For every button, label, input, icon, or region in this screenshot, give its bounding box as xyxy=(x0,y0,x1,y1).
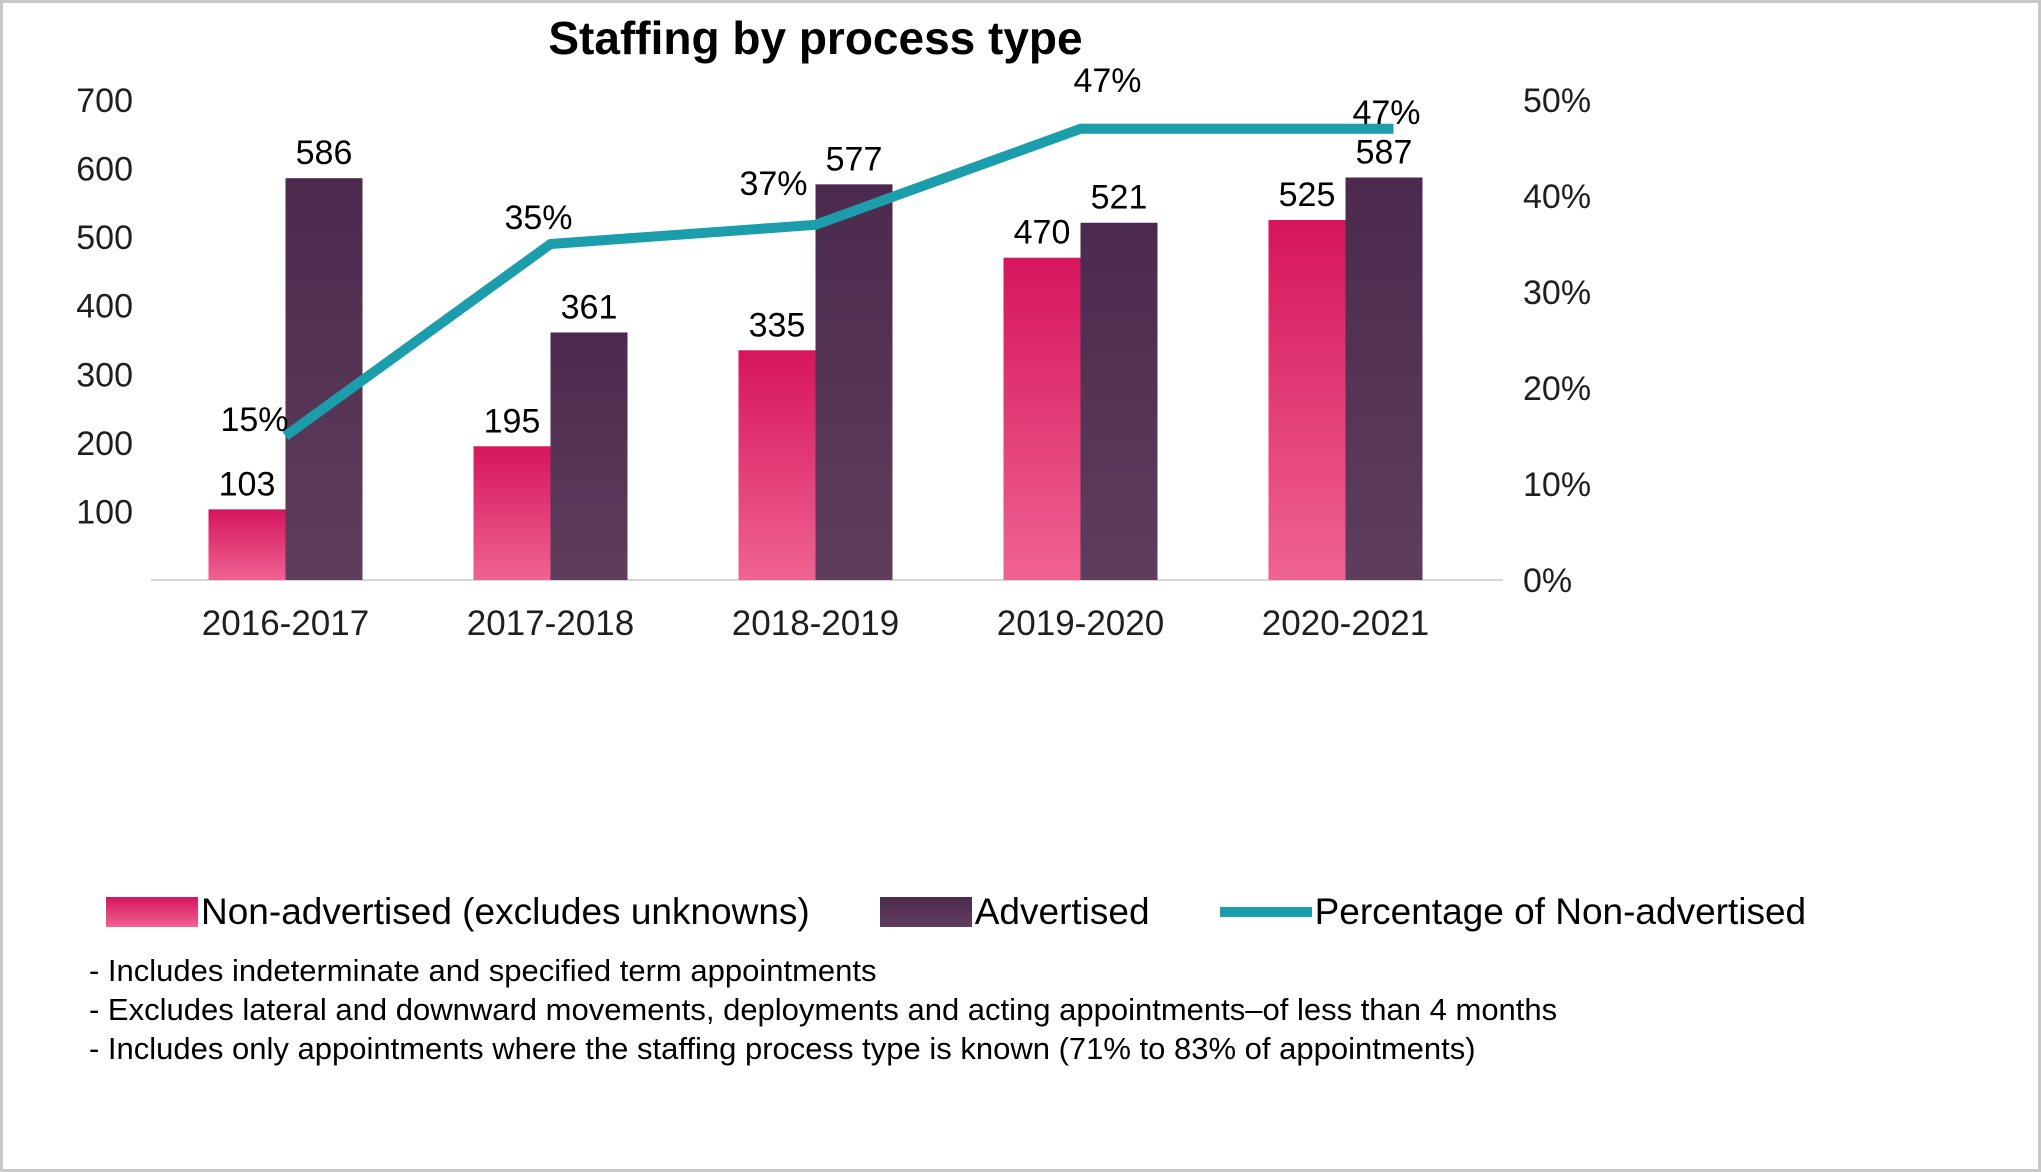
non-advertised-legend-label: Non-advertised (excludes unknowns) xyxy=(201,891,810,932)
bar-value-label: 103 xyxy=(219,465,276,503)
right-axis-tick-label: 40% xyxy=(1523,178,1591,216)
bar-non-advertised xyxy=(1268,220,1346,580)
left-axis-tick-label: 300 xyxy=(76,356,133,394)
line-value-label: 47% xyxy=(1352,94,1420,132)
chart-title: Staffing by process type xyxy=(548,12,1083,64)
non-advertised-legend-swatch xyxy=(106,897,198,927)
right-axis-tick-label: 0% xyxy=(1523,562,1572,600)
bar-value-label: 587 xyxy=(1356,133,1413,171)
category-label: 2019-2020 xyxy=(997,604,1164,643)
bar-non-advertised xyxy=(473,446,551,580)
footnote-3: - Includes only appointments where the s… xyxy=(89,1031,1476,1066)
bar-value-label: 361 xyxy=(561,288,618,326)
bar-non-advertised xyxy=(738,350,816,580)
footnote-2: - Excludes lateral and downward movement… xyxy=(89,992,1558,1027)
right-axis-tick-label: 30% xyxy=(1523,274,1591,312)
legend-item-non-advertised: Non-advertised (excludes unknowns) xyxy=(106,891,810,933)
bar-value-label: 586 xyxy=(296,134,353,172)
line-value-label: 15% xyxy=(220,401,288,439)
line-value-label: 47% xyxy=(1073,62,1141,100)
category-label: 2018-2019 xyxy=(732,604,899,643)
line-value-label: 35% xyxy=(504,199,572,237)
advertised-legend-swatch xyxy=(879,897,972,927)
chart-canvas: 100 200 300 400 500 600 700 0% 10% 20% 30% 40% 50% 20… xyxy=(76,62,1591,643)
bar-value-label: 335 xyxy=(749,306,806,344)
legend: Non-advertised (excludes unknowns) Adver… xyxy=(106,891,1806,933)
line-value-label: 37% xyxy=(739,165,807,203)
percentage-line xyxy=(282,123,1394,441)
bar-advertised xyxy=(815,184,893,581)
advertised-legend-label: Advertised xyxy=(974,891,1150,932)
left-axis-tick-label: 500 xyxy=(76,219,133,257)
legend-item-percentage: Percentage of Non-advertised xyxy=(1219,891,1807,933)
right-axis-tick-label: 50% xyxy=(1523,82,1591,120)
bar-value-label: 521 xyxy=(1091,179,1148,217)
bar-value-label: 470 xyxy=(1014,214,1071,252)
bar-value-label: 525 xyxy=(1279,176,1336,214)
category-label: 2020-2021 xyxy=(1262,604,1429,643)
footnotes: - Includes indeterminate and specified t… xyxy=(89,951,1557,1068)
bar-advertised xyxy=(285,178,363,580)
bar-advertised xyxy=(1080,222,1158,580)
percentage-line-legend-swatch xyxy=(1219,907,1312,917)
bar-value-label: 577 xyxy=(826,140,883,178)
percentage-legend-label: Percentage of Non-advertised xyxy=(1314,891,1807,932)
right-axis-tick-label: 20% xyxy=(1523,370,1591,408)
bar-non-advertised xyxy=(1003,257,1081,580)
bar-value-label: 195 xyxy=(484,402,541,440)
left-axis-tick-label: 600 xyxy=(76,151,133,189)
right-axis-tick-label: 10% xyxy=(1523,466,1591,504)
bar-advertised xyxy=(1345,177,1423,580)
left-axis-tick-label: 400 xyxy=(76,288,133,326)
legend-item-advertised: Advertised xyxy=(879,891,1150,933)
left-axis-tick-label: 100 xyxy=(76,493,133,531)
category-label: 2017-2018 xyxy=(467,604,634,643)
left-axis-tick-label: 700 xyxy=(76,82,133,120)
bar-advertised xyxy=(550,332,628,580)
bar-non-advertised xyxy=(208,509,286,580)
category-label: 2016-2017 xyxy=(202,604,369,643)
left-axis-tick-label: 200 xyxy=(76,425,133,463)
footnote-1: - Includes indeterminate and specified t… xyxy=(89,953,877,988)
